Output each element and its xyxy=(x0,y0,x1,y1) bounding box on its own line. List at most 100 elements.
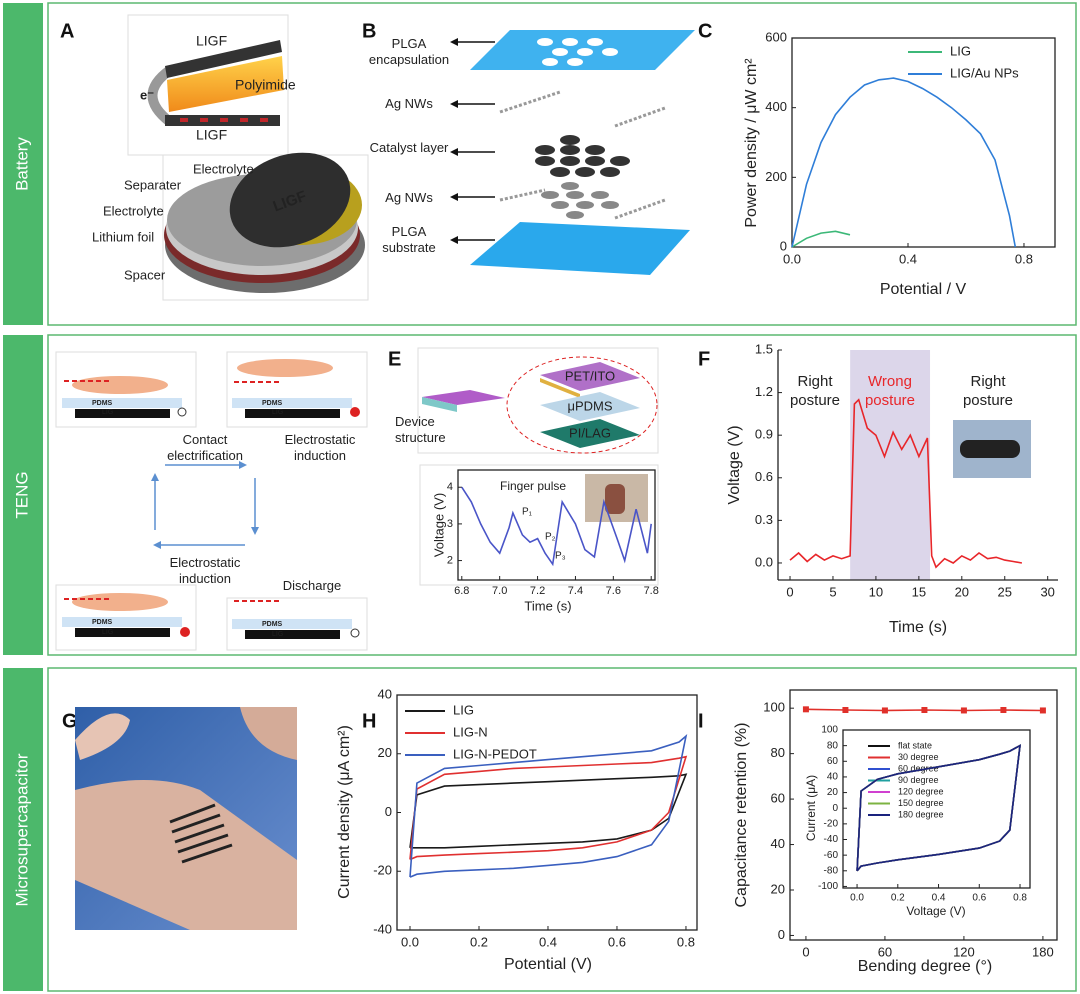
wristband xyxy=(960,440,1020,458)
series-line xyxy=(409,733,688,878)
charge xyxy=(234,600,239,602)
legend-label: LIG-N xyxy=(453,724,488,739)
catalyst-layer xyxy=(535,135,630,177)
section-frames xyxy=(47,2,1077,992)
hole xyxy=(587,38,603,46)
charge xyxy=(266,600,271,602)
hole xyxy=(552,48,568,56)
x-axis-label: Voltage (V) xyxy=(906,904,965,918)
y-tick-label: 20 xyxy=(378,745,392,760)
charge xyxy=(266,381,271,383)
finger xyxy=(605,484,625,514)
charge xyxy=(96,598,101,600)
label: LIG xyxy=(102,409,113,416)
y-axis-label: Voltage (V) xyxy=(726,425,743,504)
y-tick-label: 60 xyxy=(771,791,785,806)
y-tick-label: 40 xyxy=(827,772,839,783)
y-tick-label: 200 xyxy=(765,169,787,184)
hole xyxy=(577,48,593,56)
section-tab xyxy=(3,3,43,325)
y-tick-label: 100 xyxy=(763,700,785,715)
legend-label: LIG-N-PEDOT xyxy=(453,746,537,761)
label: Polyimide xyxy=(235,77,296,93)
panel-d-drawing xyxy=(55,351,368,651)
x-tick-label: 0.8 xyxy=(1013,893,1027,904)
label: Electrolyte xyxy=(193,161,254,176)
x-tick-label: 0.0 xyxy=(401,934,419,949)
dot xyxy=(200,118,208,122)
legend-label: 90 degree xyxy=(898,775,939,785)
x-tick-label: 7.8 xyxy=(644,585,659,597)
updms xyxy=(540,392,640,421)
charge xyxy=(274,600,279,602)
layer-label: Ag NWs xyxy=(385,190,433,205)
cycle-arrows xyxy=(154,464,256,546)
frame xyxy=(47,667,1077,992)
panel-letter: G xyxy=(62,710,78,732)
device-layer xyxy=(422,390,505,405)
zoom-ellipse xyxy=(506,356,658,454)
x-tick-label: 30 xyxy=(1040,584,1054,599)
series-line xyxy=(791,230,851,248)
y-tick-label: 400 xyxy=(765,99,787,114)
x-tick-label: 0.2 xyxy=(891,893,905,904)
dot xyxy=(260,118,268,122)
x-tick-label: 0.4 xyxy=(932,893,946,904)
marker xyxy=(802,706,809,713)
series-line xyxy=(461,486,652,567)
legend-label: LIG xyxy=(950,43,971,58)
chart: 0.0 0.2 0.4 0.6 0.8 -100 -80 -60 -40 -20 0 20 40 60 80… xyxy=(804,725,1031,918)
charge xyxy=(64,380,69,382)
electrode xyxy=(180,627,190,637)
frame xyxy=(47,334,1077,656)
charge xyxy=(96,380,101,382)
chart: 6.8 7.0 7.2 7.4 7.6 7.8 2 3 4 Time (s) Voltage (V)… xyxy=(431,469,659,613)
ito-edge xyxy=(540,378,580,398)
annotation: Right posture xyxy=(789,373,841,409)
y-tick-label: 1.5 xyxy=(755,341,773,356)
charge xyxy=(80,380,85,382)
charge xyxy=(64,598,69,600)
y-tick-label: 0 xyxy=(832,803,838,814)
x-tick-label: 0.0 xyxy=(783,251,801,266)
panel-letter: E xyxy=(388,348,401,370)
annotation: Finger pulse xyxy=(500,479,566,493)
series-line xyxy=(409,755,688,861)
finger xyxy=(75,780,297,930)
x-tick-label: 0.4 xyxy=(899,251,917,266)
charge xyxy=(72,380,77,382)
label: PDMS xyxy=(262,400,283,407)
plga-substrate xyxy=(470,222,690,275)
charge xyxy=(72,598,77,600)
x-tick-label: 0.6 xyxy=(608,934,626,949)
panel-a-drawing xyxy=(127,14,369,301)
series-line xyxy=(409,773,688,849)
ligf-disc xyxy=(229,152,351,248)
x-tick-label: 7.0 xyxy=(492,585,507,597)
hole xyxy=(562,38,578,46)
y-axis-label: Capacitance retention (%) xyxy=(733,723,750,908)
x-tick-label: 0.4 xyxy=(539,934,557,949)
annotation: P₂ xyxy=(545,532,556,543)
electrode xyxy=(350,407,360,417)
legend-label: LIG xyxy=(453,702,474,717)
plot-frame xyxy=(789,689,1058,941)
label: Electrolyte xyxy=(103,203,164,218)
label: PET/ITO xyxy=(565,368,615,383)
label: LIGF xyxy=(196,127,227,143)
panel-g-photo xyxy=(75,707,297,930)
y-tick-label: 1.2 xyxy=(755,384,773,399)
plot-frame xyxy=(842,729,1031,889)
label: LIG xyxy=(272,409,283,416)
inset-background xyxy=(843,730,1030,888)
y-tick-label: 100 xyxy=(821,725,838,736)
hole xyxy=(602,48,618,56)
y-tick-label: 0.6 xyxy=(755,469,773,484)
y-tick-label: 600 xyxy=(765,29,787,44)
section-label: TENG xyxy=(12,471,31,518)
y-tick-label: 3 xyxy=(447,518,453,530)
process-label: Electrostatic induction xyxy=(284,432,356,463)
legend-label: flat state xyxy=(898,740,932,750)
